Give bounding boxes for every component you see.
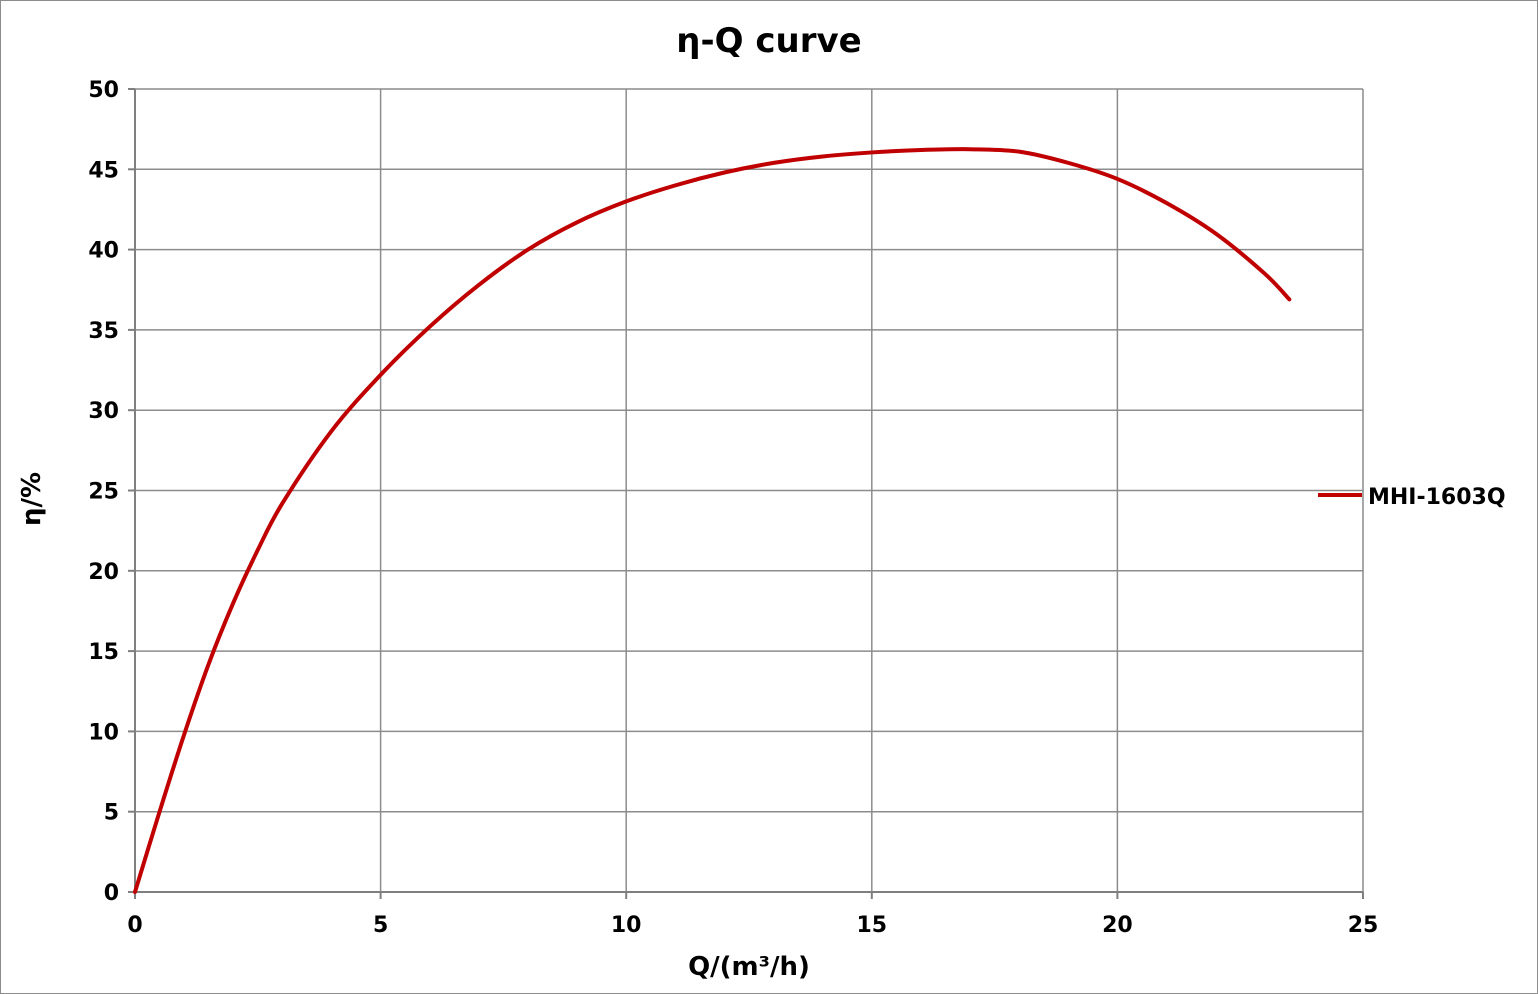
y-tick-label-45: 45 [88,158,119,183]
y-tick-label-40: 40 [88,239,119,264]
y-tick-label-30: 30 [88,399,119,424]
legend-label-mhi-1603q: MHI-1603Q [1368,485,1506,510]
series-line-0 [133,147,1292,894]
y-tick-label-10: 10 [88,720,119,745]
y-tick-label-20: 20 [88,560,119,585]
x-tick-label-10: 10 [611,913,642,938]
y-tick-label-0: 0 [104,881,119,906]
y-tick-labels: 0 5 10 15 20 25 30 35 40 45 50 [88,78,119,906]
x-axis-label: Q/(m³/h) [688,952,810,982]
x-tick-label-0: 0 [127,913,142,938]
x-tick-labels: 0 5 10 15 20 25 [127,913,1378,938]
y-tick-label-5: 5 [104,801,119,826]
y-tick-label-50: 50 [88,78,119,103]
series-lines [133,147,1292,894]
y-axis-label: η/% [17,472,47,526]
chart-title: η-Q curve [676,21,861,61]
x-tick-label-15: 15 [856,913,887,938]
y-tick-label-35: 35 [88,319,119,344]
x-tick-label-25: 25 [1348,913,1379,938]
y-tick-label-15: 15 [88,640,119,665]
x-tick-label-5: 5 [373,913,388,938]
y-tick-label-25: 25 [88,480,119,505]
x-tick-label-20: 20 [1102,913,1133,938]
legend: MHI-1603Q [1318,485,1506,510]
